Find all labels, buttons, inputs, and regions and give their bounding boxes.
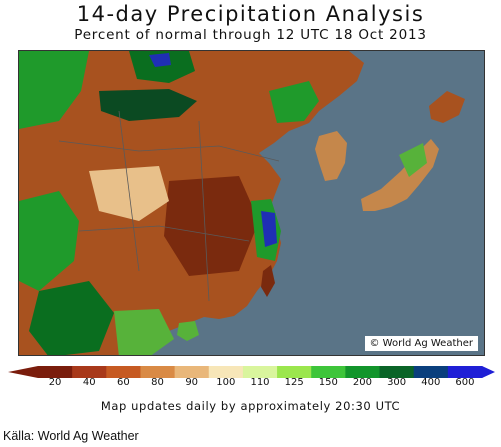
legend-cap-left [8, 366, 38, 378]
legend-label: 80 [151, 377, 164, 388]
legend-label: 150 [318, 377, 338, 388]
legend-cap-right [482, 366, 495, 378]
wet-region-northwest [19, 51, 89, 129]
wet-region-north [129, 51, 195, 83]
legend-swatch [38, 366, 73, 378]
taiwan-land [261, 265, 275, 297]
wet-region-japan [399, 143, 427, 177]
legend-label: 60 [117, 377, 130, 388]
korea-land [315, 131, 347, 181]
legend-swatch [72, 366, 107, 378]
legend-label: 200 [352, 377, 372, 388]
legend-swatch [174, 366, 210, 378]
wet-region-west [19, 191, 79, 291]
update-note: Map updates daily by approximately 20:30… [100, 399, 401, 413]
legend-swatch [379, 366, 415, 378]
legend-swatch [208, 366, 244, 378]
legend-swatch [106, 366, 141, 378]
map-canvas [19, 51, 484, 355]
legend-swatch [242, 366, 278, 378]
map-credit: © World Ag Weather [364, 336, 478, 351]
legend-label: 100 [216, 377, 236, 388]
province-borders [58, 110, 280, 302]
legend-swatch [447, 366, 483, 378]
legend-label: 110 [250, 377, 270, 388]
legend-swatch [311, 366, 346, 378]
legend-colorbar [8, 366, 495, 378]
hainan-land [177, 321, 199, 341]
legend-label: 600 [455, 377, 475, 388]
legend-swatch [140, 366, 176, 378]
wet-region-south [114, 309, 174, 355]
legend-label: 300 [387, 377, 407, 388]
wet-region-mongolia [99, 89, 197, 121]
legend-label: 40 [82, 377, 96, 388]
wet-region-southwest [29, 281, 114, 355]
map-title: 14-day Precipitation Analysis [76, 2, 425, 26]
legend-swatch [345, 366, 381, 378]
legend-swatch [413, 366, 449, 378]
legend-label: 90 [185, 377, 199, 388]
very-wet-north [149, 53, 171, 67]
source-caption: Källa: World Ag Weather [3, 429, 139, 443]
legend-swatch [277, 366, 312, 378]
legend-labels: 20 40 60 80 90 100 110 125 150 200 300 400 600 [0, 377, 501, 391]
legend-label: 400 [421, 377, 441, 388]
map-subtitle: Percent of normal through 12 UTC 18 Oct … [74, 27, 427, 43]
legend-label: 125 [284, 377, 304, 388]
hokkaido-land [429, 91, 465, 123]
extreme-wet-coast [261, 211, 277, 247]
wet-region-manchuria [269, 81, 319, 123]
precipitation-map: © World Ag Weather [18, 50, 485, 356]
dry-region-central [164, 176, 259, 276]
legend-label: 20 [48, 377, 62, 388]
